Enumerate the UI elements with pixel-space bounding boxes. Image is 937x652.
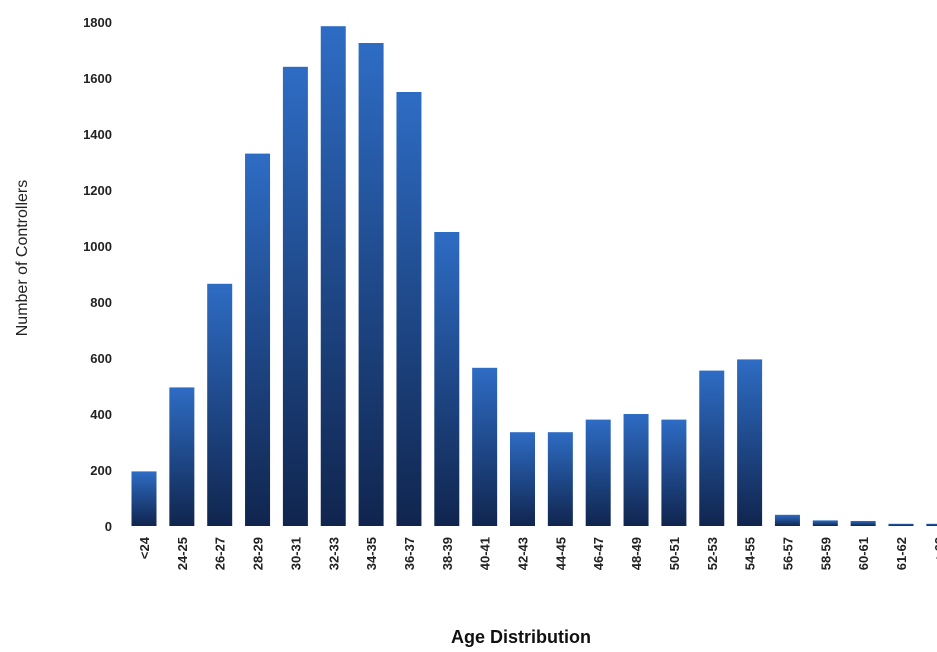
bar [926, 523, 937, 526]
x-tick-label: 38-39 [440, 537, 455, 570]
y-tick-label: 600 [90, 351, 112, 366]
bar [434, 232, 460, 526]
y-tick-label: 1400 [83, 127, 112, 142]
bar [245, 153, 271, 526]
y-tick-label: 1800 [83, 15, 112, 30]
x-tick-label: 50-51 [667, 537, 682, 570]
x-tick-label: 28-29 [251, 537, 266, 570]
bar [812, 520, 838, 526]
bar [585, 419, 611, 526]
y-tick-label: 1600 [83, 71, 112, 86]
x-axis-ticks: <24 24-25 26-27 28-29 30-31 32-33 34-35 36-37 38… [137, 536, 937, 570]
bar [699, 370, 725, 526]
x-tick-label: 48-49 [629, 537, 644, 570]
bar [472, 367, 498, 526]
x-tick-label: 40-41 [478, 537, 493, 570]
bar [850, 520, 876, 526]
bar [888, 523, 914, 526]
x-tick-label: 54-55 [743, 537, 758, 570]
x-tick-label: 46-47 [591, 537, 606, 570]
x-tick-label: >62 [932, 537, 937, 559]
x-axis-label: Age Distribution [451, 627, 591, 647]
bar [396, 92, 422, 526]
x-tick-label: 58-59 [818, 537, 833, 570]
bar [737, 359, 763, 526]
x-tick-label: 26-27 [213, 537, 228, 570]
x-tick-label: 36-37 [402, 537, 417, 570]
y-tick-label: 1000 [83, 239, 112, 254]
x-tick-label: 61-62 [894, 537, 909, 570]
bar [358, 43, 384, 526]
y-axis-label: Number of Controllers [14, 180, 31, 337]
x-tick-label: 44-45 [553, 537, 568, 570]
bar [320, 26, 346, 526]
x-tick-label: 24-25 [175, 537, 190, 570]
x-tick-label: <24 [137, 536, 152, 559]
y-tick-label: 400 [90, 407, 112, 422]
bar [623, 414, 649, 526]
x-tick-label: 32-33 [326, 537, 341, 570]
bar [510, 432, 535, 526]
bar [131, 471, 157, 526]
bar [774, 514, 800, 526]
y-axis-ticks: 0 200 400 600 800 1000 1200 1400 1600 1800 [83, 15, 112, 534]
bar [547, 432, 573, 526]
bar [661, 419, 687, 526]
x-tick-label: 42-43 [516, 537, 531, 570]
bars [131, 26, 937, 527]
x-tick-label: 30-31 [288, 537, 303, 570]
y-tick-label: 200 [90, 463, 112, 478]
bar [169, 387, 195, 526]
bar [282, 66, 308, 527]
x-tick-label: 34-35 [364, 537, 379, 570]
x-tick-label: 56-57 [780, 537, 795, 570]
y-tick-label: 0 [105, 519, 112, 534]
y-tick-label: 1200 [83, 183, 112, 198]
x-tick-label: 52-53 [705, 537, 720, 570]
y-tick-label: 800 [90, 295, 112, 310]
bar [207, 283, 233, 526]
x-tick-label: 60-61 [856, 537, 871, 570]
